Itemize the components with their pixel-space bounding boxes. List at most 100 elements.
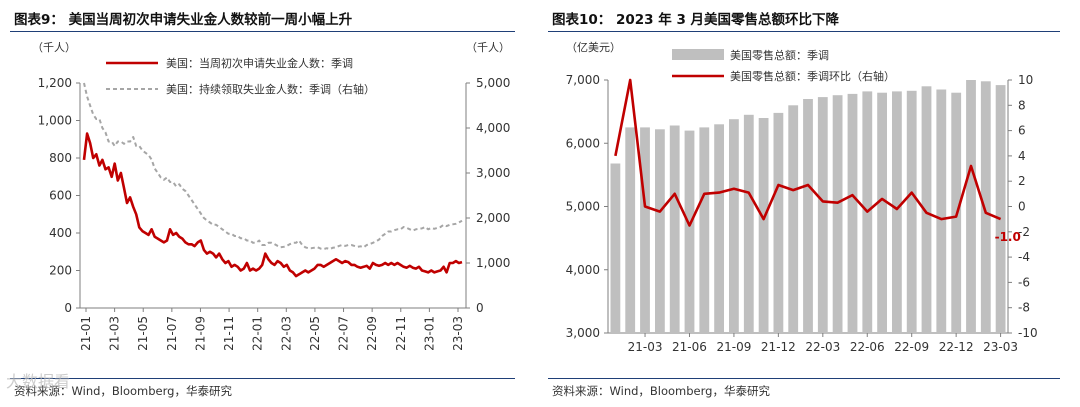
chart-title-left: 图表9： 美国当周初次申请失业金人数较前一周小幅上升 — [14, 12, 353, 28]
chart-title-right: 图表10： 2023 年 3 月美国零售总额环比下降 — [552, 12, 840, 28]
x-tick-label: 22-09 — [894, 340, 929, 354]
left-y-tick-label: 600 — [49, 189, 72, 203]
x-tick-label: 23-03 — [451, 316, 465, 351]
x-tick-label: 21-09 — [193, 316, 207, 351]
bar-retail-21-04 — [655, 129, 665, 333]
right-y-tick-label: 4,000 — [476, 121, 510, 135]
left-y-tick-label: 1,200 — [38, 76, 72, 90]
source-note-left: 资料来源：Wind，Bloomberg，华泰研究 — [14, 384, 232, 398]
right-y-tick-label: 0 — [1018, 200, 1026, 214]
bar-retail-21-10 — [743, 114, 754, 333]
left-y-tick-label: 4,000 — [566, 263, 600, 277]
chart-panel-left: 图表9： 美国当周初次申请失业金人数较前一周小幅上升 （千人） （千人） 1,2… — [0, 0, 520, 407]
bar-retail-22-02 — [803, 99, 813, 333]
left-axis-unit: （千人） — [32, 41, 76, 54]
x-tick-label: 21-03 — [108, 316, 122, 351]
title-rule-left — [10, 31, 515, 32]
chart-svg-right: （亿美元） 7,000 6,000 5,000 4,000 3,000 10 8 6 4 2 0 -2… — [566, 41, 1038, 354]
right-y-tick-label: 10 — [1018, 73, 1033, 87]
x-tick-label: 22-03 — [279, 316, 293, 351]
left-y-tick-label: 3,000 — [566, 326, 600, 340]
bar-retail-21-12 — [773, 112, 784, 334]
bar-series-right — [610, 80, 1006, 334]
x-tick-label: 21-09 — [716, 340, 751, 354]
x-tick-label: 22-01 — [251, 316, 265, 351]
chart-panel-right: 图表10： 2023 年 3 月美国零售总额环比下降 （亿美元） 7,000 6,… — [538, 0, 1080, 407]
x-tick-label: 21-11 — [222, 316, 236, 351]
x-tick-label: 21-06 — [672, 340, 707, 354]
bar-retail-22-04 — [832, 95, 843, 333]
annotation-last-value: -1.0 — [995, 230, 1021, 244]
bar-retail-22-03 — [817, 97, 828, 333]
bar-retail-21-03 — [640, 127, 650, 334]
bar-retail-21-01 — [610, 163, 621, 333]
bar-retail-21-11 — [758, 118, 769, 333]
x-tick-label: 22-05 — [308, 316, 322, 351]
bar-retail-23-02 — [980, 81, 991, 333]
right-y-tick-label: -8 — [1018, 301, 1030, 315]
bar-retail-21-09 — [729, 119, 739, 333]
right-y-tick-label: 3,000 — [476, 166, 510, 180]
series-line-initial-claims — [82, 132, 463, 278]
x-tick-label: 22-09 — [365, 316, 379, 351]
left-y-tick-label: 800 — [49, 151, 72, 165]
series-line-retail-mom — [614, 78, 1002, 227]
left-y-tick-label: 5,000 — [566, 200, 600, 214]
bar-retail-23-03 — [995, 85, 1006, 333]
legend-right: 美国零售总额：季调 美国零售总额：季调环比（右轴） — [672, 48, 895, 83]
right-y-tick-label: -6 — [1018, 275, 1030, 289]
right-y-tick-label: 6 — [1018, 124, 1026, 138]
right-y-tick-label: 2,000 — [476, 211, 510, 225]
right-y-tick-label: 8 — [1018, 98, 1026, 112]
x-tick-label: 23-01 — [422, 316, 436, 351]
watermark: 大数据看 — [6, 372, 71, 391]
legend-label-retail-mom: 美国零售总额：季调环比（右轴） — [730, 69, 895, 83]
bar-retail-21-02 — [625, 127, 636, 334]
x-tick-label: 22-06 — [850, 340, 885, 354]
right-axis-unit: （千人） — [466, 41, 510, 54]
right-y-tick-label: 1,000 — [476, 256, 510, 270]
left-y-tick-label: 1,000 — [38, 114, 72, 128]
bar-retail-22-05 — [847, 93, 858, 334]
axes-group-left: 1,200 1,000 800 600 400 200 0 5,000 4,000 3,000 2,… — [38, 76, 511, 351]
left-y-tick-label: 6,000 — [566, 136, 600, 150]
right-y-tick-label: 0 — [476, 301, 484, 315]
right-y-tick-label: -2 — [1018, 225, 1030, 239]
x-tick-label: 22-12 — [939, 340, 974, 354]
bar-retail-21-05 — [669, 125, 680, 333]
left-y-tick-label: 0 — [64, 301, 72, 315]
x-tick-label: 22-11 — [394, 316, 408, 351]
legend-label-initial-claims: 美国：当周初次申请失业金人数：季调 — [166, 56, 353, 70]
right-y-tick-label: -10 — [1018, 326, 1038, 340]
right-left-axis-unit: （亿美元） — [566, 41, 621, 54]
bar-retail-21-06 — [684, 130, 695, 333]
x-tick-label: 21-12 — [761, 340, 796, 354]
x-tick-label: 21-05 — [136, 316, 150, 351]
x-tick-label: 22-07 — [337, 316, 351, 351]
chart-svg-left: （千人） （千人） 1,200 1,000 800 600 400 200 0 5,000 4,… — [32, 41, 511, 351]
bar-retail-21-08 — [714, 124, 724, 333]
x-tick-label: 22-03 — [805, 340, 840, 354]
right-y-tick-label: -4 — [1018, 250, 1030, 264]
legend-label-continuing-claims: 美国：持续领取失业金人数：季调（右轴） — [166, 82, 375, 96]
right-y-tick-label: 2 — [1018, 174, 1026, 188]
bar-retail-23-01 — [966, 80, 976, 333]
legend-left: 美国：当周初次申请失业金人数：季调 美国：持续领取失业金人数：季调（右轴） — [106, 56, 375, 96]
left-y-tick-label: 200 — [49, 264, 72, 278]
bar-retail-22-01 — [788, 105, 799, 333]
bar-retail-22-07 — [877, 92, 887, 333]
right-y-tick-label: 5,000 — [476, 76, 510, 90]
legend-swatch-retail-level — [672, 49, 724, 60]
legend-label-retail-level: 美国零售总额：季调 — [730, 48, 829, 62]
x-tick-label: 23-03 — [983, 340, 1018, 354]
bar-retail-22-09 — [906, 90, 917, 333]
axes-group-right: 7,000 6,000 5,000 4,000 3,000 10 8 6 4 2 0 -2 -4 -6 -8… — [566, 73, 1038, 354]
bar-retail-22-08 — [892, 91, 902, 334]
x-tick-label: 21-07 — [165, 316, 179, 351]
series-line-continuing-claims — [83, 82, 463, 251]
line-series-right — [614, 78, 1002, 227]
x-tick-label: 21-03 — [628, 340, 663, 354]
source-note-right: 资料来源：Wind，Bloomberg，华泰研究 — [552, 384, 770, 398]
left-y-tick-label: 7,000 — [566, 73, 600, 87]
bar-retail-22-10 — [921, 86, 932, 333]
